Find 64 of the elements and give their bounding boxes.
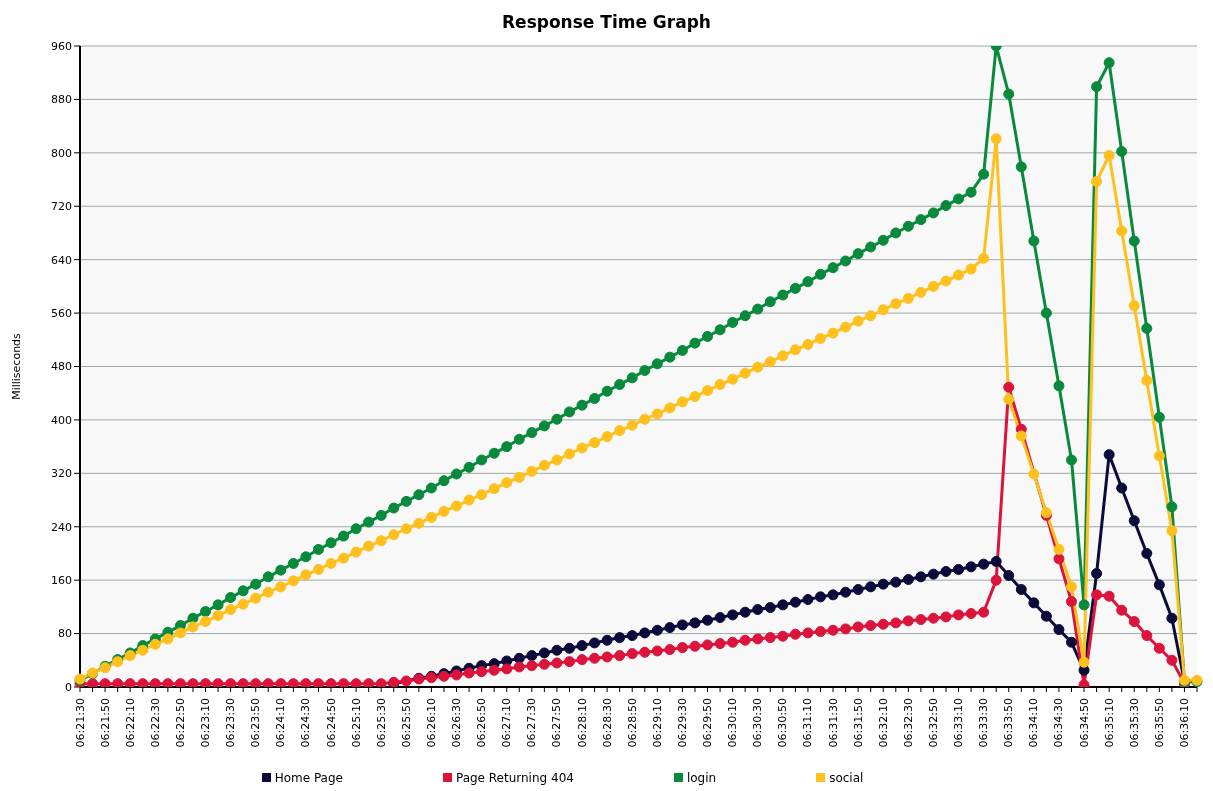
- x-tick-label: 06:32:50: [926, 698, 940, 748]
- x-tick-label: 06:30:30: [751, 698, 765, 748]
- y-tick-label: 160: [51, 574, 72, 588]
- x-tick-label: 06:32:10: [876, 698, 890, 748]
- x-tick-label: 06:22:10: [123, 698, 137, 748]
- y-tick-label: 80: [58, 627, 72, 641]
- x-tick-label: 06:35:50: [1152, 698, 1166, 748]
- x-tick-label: 06:27:50: [550, 698, 564, 748]
- x-tick-label: 06:36:10: [1177, 698, 1191, 748]
- x-tick-label: 06:28:30: [600, 698, 614, 748]
- x-tick-label: 06:23:30: [224, 698, 238, 748]
- x-tick-label: 06:34:50: [1077, 698, 1091, 748]
- x-tick-label: 06:23:50: [249, 698, 263, 748]
- legend-label: Home Page: [274, 771, 343, 785]
- x-tick-label: 06:28:10: [575, 698, 589, 748]
- legend-label: social: [829, 771, 864, 785]
- x-tick-label: 06:33:30: [977, 698, 991, 748]
- x-tick-label: 06:29:10: [650, 698, 664, 748]
- y-tick-label: 240: [51, 520, 72, 534]
- x-tick-label: 06:34:10: [1027, 698, 1041, 748]
- y-axis-title: Milliseconds: [9, 332, 23, 400]
- x-tick-label: 06:28:50: [625, 698, 639, 748]
- x-tick-label: 06:21:50: [98, 698, 112, 748]
- x-tick-label: 06:31:10: [801, 698, 815, 748]
- y-tick-label: 480: [51, 360, 72, 374]
- x-tick-label: 06:33:10: [952, 698, 966, 748]
- y-tick-label: 960: [51, 39, 72, 53]
- x-tick-label: 06:35:30: [1127, 698, 1141, 748]
- y-tick-label: 800: [51, 146, 72, 160]
- y-tick-label: 720: [51, 200, 72, 214]
- x-tick-label: 06:22:30: [148, 698, 162, 748]
- x-tick-label: 06:33:50: [1002, 698, 1016, 748]
- y-tick-label: 880: [51, 93, 72, 107]
- x-tick-label: 06:25:10: [349, 698, 363, 748]
- x-tick-label: 06:24:30: [299, 698, 313, 748]
- x-tick-label: 06:29:30: [675, 698, 689, 748]
- x-tick-label: 06:21:30: [73, 698, 87, 748]
- x-tick-label: 06:31:30: [826, 698, 840, 748]
- x-tick-label: 06:26:30: [450, 698, 464, 748]
- y-tick-label: 640: [51, 253, 72, 267]
- x-tick-label: 06:24:50: [324, 698, 338, 748]
- x-tick-label: 06:32:30: [901, 698, 915, 748]
- x-tick-label: 06:26:10: [424, 698, 438, 748]
- x-tick-label: 06:29:50: [701, 698, 715, 748]
- x-tick-label: 06:23:10: [199, 698, 213, 748]
- legend-label: Page Returning 404: [455, 771, 574, 785]
- x-tick-label: 06:27:10: [500, 698, 514, 748]
- y-tick-label: 320: [51, 467, 72, 481]
- x-tick-label: 06:35:10: [1102, 698, 1116, 748]
- chart-title: Response Time Graph: [501, 11, 712, 34]
- x-tick-label: 06:26:50: [475, 698, 489, 748]
- y-tick-label: 560: [51, 306, 72, 320]
- x-tick-label: 06:30:10: [726, 698, 740, 748]
- x-tick-label: 06:27:30: [525, 698, 539, 748]
- x-tick-label: 06:31:50: [851, 698, 865, 748]
- x-tick-label: 06:25:30: [374, 698, 388, 748]
- x-tick-label: 06:22:50: [173, 698, 187, 748]
- x-tick-label: 06:25:50: [399, 698, 413, 748]
- legend-label: login: [686, 771, 717, 785]
- x-tick-label: 06:24:10: [274, 698, 288, 748]
- x-tick-label: 06:30:50: [776, 698, 790, 748]
- y-tick-label: 400: [51, 413, 72, 427]
- x-tick-label: 06:34:30: [1052, 698, 1066, 748]
- y-tick-label: 0: [65, 680, 72, 694]
